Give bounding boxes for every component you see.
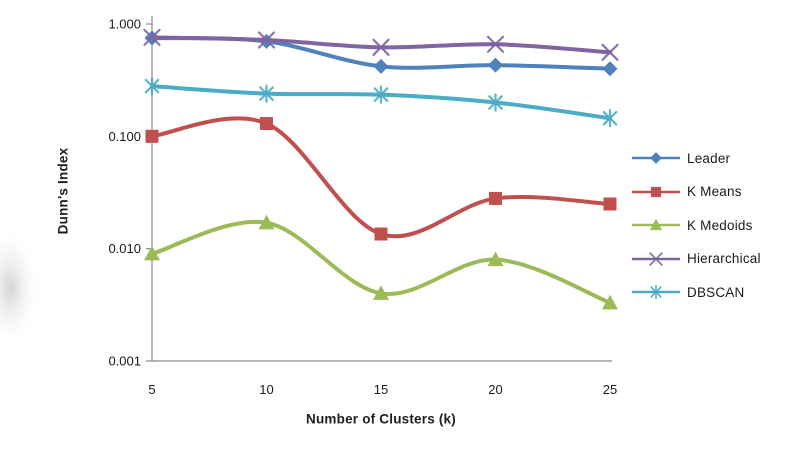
x-tick-label: 15	[374, 382, 388, 397]
legend-item-k-medoids: K Medoids	[631, 216, 761, 234]
series-line-k-means	[150, 116, 612, 239]
y-tick-label: 0.001	[108, 354, 141, 369]
x-marker	[143, 28, 161, 46]
legend-label-k-medoids: K Medoids	[687, 217, 753, 233]
legend-item-dbscan: DBSCAN	[631, 283, 761, 301]
legend-label-leader: Leader	[687, 150, 731, 166]
x-tick-label: 10	[259, 382, 273, 397]
x-tick-label: 20	[488, 382, 502, 397]
y-tick-label: 1.000	[108, 17, 141, 32]
x-marker	[486, 35, 505, 53]
asterisk-marker	[602, 109, 618, 128]
square-marker	[374, 227, 388, 241]
legend-swatch-k-medoids	[632, 218, 680, 231]
series-line-hierarchical	[150, 35, 612, 55]
square-marker	[145, 129, 159, 143]
x-axis-title: Number of Clusters (k)	[306, 411, 456, 427]
y-tick-label: 0.100	[108, 129, 141, 144]
x-marker	[601, 43, 619, 61]
square-marker	[603, 197, 617, 211]
triangle-marker	[649, 218, 663, 231]
legend-label-k-means: K Means	[687, 184, 742, 199]
asterisk-marker	[259, 84, 274, 103]
diamond-marker	[488, 57, 503, 73]
square-marker	[260, 117, 273, 131]
x-tick-label: 25	[603, 382, 617, 397]
square-marker	[489, 191, 502, 205]
diamond-marker	[602, 61, 618, 77]
square-marker	[650, 186, 662, 197]
diamond-marker	[373, 58, 389, 74]
legend-swatch-dbscan	[632, 284, 680, 300]
triangle-marker	[144, 245, 160, 261]
legend-label-dbscan: DBSCAN	[687, 284, 745, 300]
y-tick-label: 0.010	[108, 241, 141, 256]
x-tick-label: 5	[148, 382, 155, 397]
legend-swatch-leader	[632, 152, 680, 164]
legend-label-hierarchical: Hierarchical	[687, 251, 761, 266]
x-marker	[649, 251, 663, 266]
x-marker	[372, 38, 390, 56]
legend-swatch-hierarchical	[632, 251, 680, 266]
y-axis-title: Dunn's Index	[55, 147, 71, 235]
diamond-marker	[650, 152, 662, 164]
legend-item-k-means: K Means	[631, 183, 761, 201]
asterisk-marker	[488, 93, 503, 112]
asterisk-marker	[373, 85, 389, 104]
legend: Leader K Means K Medoids Hierarchical DBSCAN	[631, 149, 761, 317]
legend-item-hierarchical: Hierarchical	[631, 250, 761, 268]
legend-swatch-k-means	[632, 186, 680, 197]
triangle-marker	[602, 294, 618, 310]
triangle-marker	[487, 251, 504, 267]
triangle-marker	[258, 214, 275, 230]
asterisk-marker	[144, 77, 160, 96]
x-marker	[257, 31, 276, 49]
asterisk-marker	[650, 284, 662, 300]
legend-item-leader: Leader	[631, 149, 761, 167]
triangle-marker	[373, 285, 389, 300]
